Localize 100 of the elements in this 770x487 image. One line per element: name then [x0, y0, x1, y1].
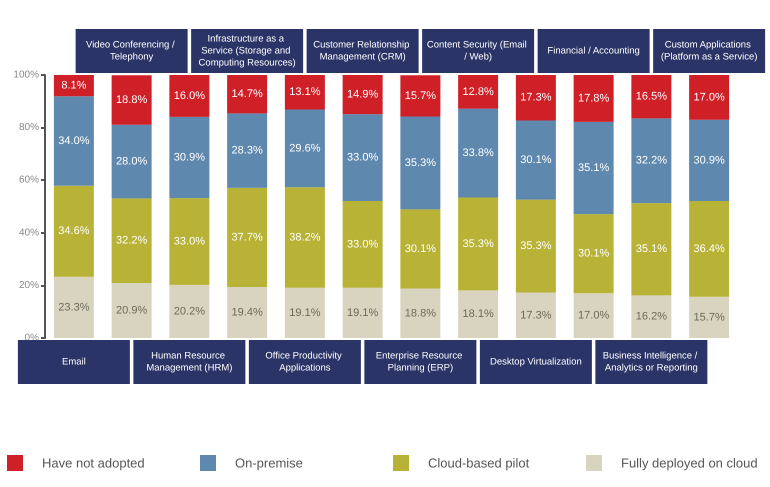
data-label: 19.1% [289, 306, 321, 319]
data-label: 8.1% [61, 80, 87, 92]
bar [458, 108, 498, 198]
x-tick-label: Customer Relationship Management (CRM) [313, 40, 412, 62]
x-tick-label: Infrastructure as a Service (Storage and Computing Resources) [198, 34, 296, 68]
bar [574, 293, 614, 338]
data-label: 15.7% [404, 90, 436, 102]
data-label: 17.8% [578, 92, 610, 104]
x-tick-label: Custom Applications (Platform as a Service) [660, 40, 758, 62]
bar [54, 276, 94, 338]
data-label: 16.0% [174, 90, 206, 102]
bar [342, 288, 383, 338]
y-tick-label: 20% [18, 280, 40, 291]
legend-label: Cloud-based pilot [428, 456, 530, 470]
bar [458, 198, 498, 290]
x-tick-label: Content Security (Email / Web) [426, 40, 530, 62]
bar [631, 295, 672, 338]
bar [227, 75, 268, 114]
bar [516, 120, 556, 200]
data-label: 35.3% [404, 156, 436, 169]
data-label: 34.6% [58, 225, 90, 238]
data-label: 18.8% [116, 94, 148, 106]
bar [458, 75, 498, 109]
data-label: 14.7% [232, 88, 263, 100]
bar [516, 75, 556, 120]
data-label: 28.3% [232, 144, 263, 157]
data-label: 19.4% [232, 306, 263, 318]
bar [227, 188, 268, 287]
data-label: 16.2% [636, 310, 668, 323]
data-label: 19.1% [347, 306, 378, 319]
bar [689, 75, 730, 120]
bar [112, 198, 152, 284]
x-tick-label: Office Productivity Applications [265, 350, 344, 374]
bar [574, 122, 614, 214]
bar [284, 288, 325, 338]
bar [169, 284, 210, 338]
data-label: 15.7% [694, 311, 725, 324]
data-label: 30.1% [578, 248, 610, 260]
legend-label: Fully deployed on cloud [621, 456, 758, 470]
data-label: 33.0% [347, 238, 378, 250]
bar [169, 198, 210, 285]
bar [400, 116, 440, 210]
bar [227, 286, 268, 338]
y-tick-label: 40% [18, 227, 40, 238]
bar [112, 75, 152, 125]
bar [631, 203, 672, 296]
data-label: 20.9% [116, 304, 148, 317]
bar [227, 113, 268, 188]
data-label: 34.0% [58, 135, 90, 148]
x-tick-label: Desktop Virtualization [490, 356, 582, 368]
x-tick-label: Email [62, 356, 86, 368]
data-label: 35.3% [462, 238, 494, 250]
bar [516, 292, 556, 338]
bar [689, 120, 730, 201]
data-label: 37.7% [232, 231, 263, 244]
bar [689, 200, 730, 297]
bar [400, 75, 440, 117]
bar [284, 75, 325, 110]
data-label: 32.2% [116, 234, 148, 247]
data-label: 18.8% [404, 307, 436, 320]
data-label: 23.3% [58, 301, 90, 314]
data-label: 35.3% [520, 240, 552, 252]
data-label: 17.0% [694, 91, 725, 104]
y-tick-label: 80% [18, 122, 40, 134]
data-label: 17.3% [520, 92, 552, 104]
bar [689, 296, 730, 338]
bar [169, 116, 210, 198]
bar [284, 109, 325, 188]
data-label: 36.4% [694, 242, 725, 255]
data-label: 17.0% [578, 310, 610, 322]
bar [112, 283, 152, 338]
x-tick-label: Financial / Accounting [547, 46, 640, 56]
bar [54, 75, 94, 96]
y-tick-label: 100% [13, 70, 40, 80]
bar [342, 200, 383, 288]
data-label: 30.9% [174, 151, 206, 164]
data-label: 28.0% [116, 156, 148, 168]
data-label: 33.0% [347, 152, 378, 164]
bar [342, 114, 383, 201]
bar [112, 124, 152, 198]
bar [574, 214, 614, 294]
legend-label: On-premise [235, 456, 303, 470]
data-label: 30.9% [694, 154, 725, 166]
data-label: 35.1% [578, 162, 610, 174]
data-label: 38.2% [289, 232, 321, 244]
x-tick-label: Business Intelligence / Analytics or Reporting [602, 350, 700, 374]
data-label: 12.8% [462, 86, 494, 98]
bar [631, 118, 672, 204]
data-label: 16.5% [636, 90, 668, 103]
data-label: 20.2% [174, 305, 206, 318]
data-label: 35.1% [636, 243, 668, 256]
data-label: 14.9% [347, 88, 378, 101]
data-label: 33.0% [174, 235, 206, 248]
bar [54, 186, 94, 277]
data-label: 18.1% [462, 308, 494, 320]
bar [169, 75, 210, 117]
bar [400, 288, 440, 338]
bar [458, 290, 498, 338]
data-label: 30.1% [404, 242, 436, 255]
data-label: 30.1% [520, 154, 552, 166]
